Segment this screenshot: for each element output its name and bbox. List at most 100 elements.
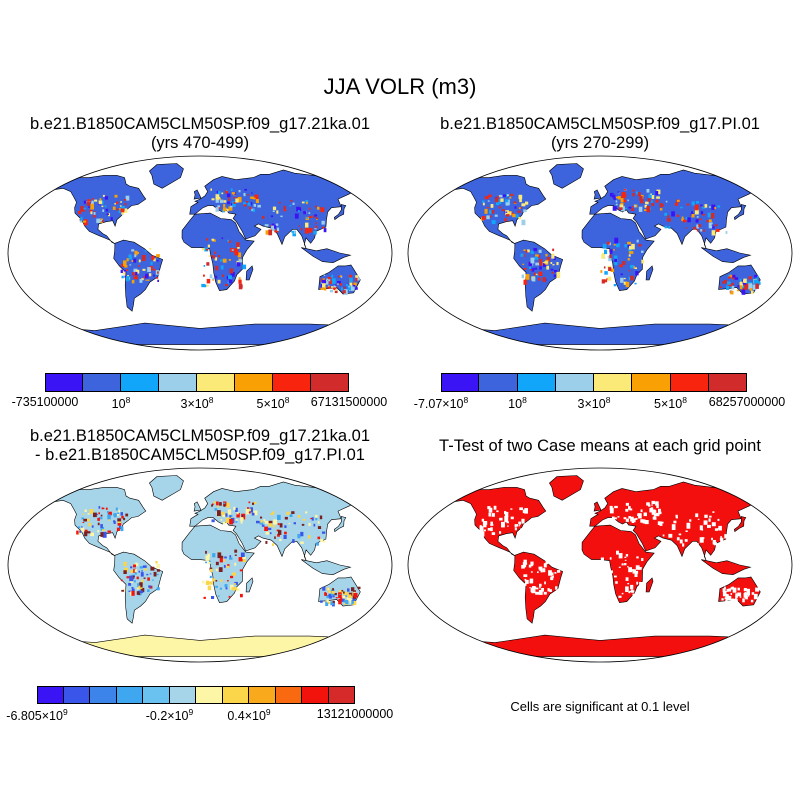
grid-cell-speckle (96, 218, 101, 224)
grid-cell-speckle (624, 556, 627, 558)
grid-cell-speckle (340, 287, 344, 291)
grid-cell-speckle (231, 587, 235, 591)
grid-cell-speckle (234, 581, 238, 585)
grid-cell-speckle (84, 531, 88, 537)
grid-cell-speckle (308, 207, 311, 210)
colorbar-case2: -7.07×108 108 3×108 5×108 68257000000 (414, 373, 785, 411)
grid-cell-speckle (269, 532, 272, 535)
grid-cell-speckle (628, 516, 631, 519)
grid-cell-speckle (523, 574, 528, 577)
grid-cell-speckle (206, 262, 210, 266)
grid-cell-speckle (145, 273, 149, 279)
grid-cell-speckle (607, 576, 611, 580)
grid-cell-speckle (114, 203, 117, 205)
grid-cell-speckle (521, 219, 526, 226)
grid-cell-speckle (751, 285, 754, 288)
grid-cell-speckle (230, 272, 235, 277)
grid-cell-speckle (550, 576, 554, 581)
grid-cell-speckle (655, 191, 659, 196)
grid-cell-speckle (147, 267, 151, 272)
grid-cell-speckle (489, 210, 492, 214)
grid-cell-speckle (230, 205, 233, 208)
grid-cell-speckle (251, 192, 253, 194)
grid-cell-speckle (343, 600, 347, 603)
grid-cell-speckle (88, 206, 91, 208)
grid-cell-speckle (527, 249, 530, 253)
grid-cell-speckle (217, 279, 221, 284)
grid-cell-speckle (136, 587, 139, 590)
grid-cell-speckle (535, 262, 539, 266)
grid-cell-speckle (214, 257, 218, 261)
grid-cell-speckle (134, 572, 137, 575)
grid-cell-speckle (116, 527, 120, 531)
grid-cell-speckle (221, 192, 224, 195)
grid-cell-speckle (681, 218, 685, 221)
grid-cell-speckle (97, 522, 100, 526)
grid-cell-speckle (272, 210, 275, 212)
grid-cell-speckle (96, 513, 98, 516)
grid-cell-speckle (494, 214, 498, 217)
grid-cell-speckle (249, 507, 253, 513)
panel3-title-line2: - b.e21.B1850CAM5CLM50SP.f09_g17.PI.01 (35, 446, 365, 464)
grid-cell-speckle (141, 579, 144, 584)
grid-cell-speckle (675, 202, 678, 206)
grid-cell-speckle (323, 287, 327, 291)
panel2-title-line2: (yrs 270-299) (550, 134, 650, 152)
grid-cell-speckle (332, 278, 336, 284)
grid-cell-speckle (130, 570, 134, 573)
grid-cell-speckle (502, 194, 507, 197)
grid-cell-speckle (632, 593, 637, 598)
grid-cell-speckle (490, 527, 493, 532)
map-panel-ttest (407, 467, 793, 663)
panel4-title-line1: T-Test of two Case means at each grid po… (439, 437, 761, 455)
grid-cell-speckle (271, 223, 275, 226)
grid-cell-speckle (222, 258, 227, 263)
grid-cell-speckle (343, 289, 348, 295)
grid-cell-speckle (720, 536, 722, 538)
grid-cell-speckle (739, 596, 742, 598)
grid-cell-speckle (322, 282, 326, 288)
grid-cell-speckle (696, 216, 699, 218)
grid-cell-speckle (301, 523, 305, 526)
grid-cell-speckle (134, 569, 137, 573)
grid-cell-speckle (552, 248, 555, 252)
colorbar-swatch (196, 686, 223, 704)
grid-cell-speckle (691, 201, 695, 206)
grid-cell-speckle (539, 266, 542, 270)
grid-cell-speckle (344, 595, 347, 597)
grid-cell-speckle (83, 220, 87, 223)
grid-cell-speckle (619, 204, 624, 208)
grid-cell-speckle (737, 587, 740, 591)
grid-cell-speckle (488, 507, 493, 513)
grid-cell-speckle (621, 191, 626, 197)
grid-cell-speckle (628, 270, 631, 272)
grid-cell-speckle (730, 290, 734, 295)
grid-cell-speckle (339, 283, 342, 286)
grid-cell-speckle (728, 588, 732, 592)
grid-cell-speckle (640, 199, 644, 204)
grid-cell-speckle (337, 281, 341, 284)
grid-cell-speckle (147, 279, 150, 281)
grid-cell-speckle (289, 514, 293, 517)
grid-cell-speckle (679, 539, 683, 544)
grid-cell-speckle (240, 285, 243, 288)
grid-cell-speckle (211, 504, 213, 507)
grid-cell-speckle (478, 532, 482, 535)
colorbar-case1: -735100000 108 3×108 5×108 67131500000 (12, 373, 387, 411)
grid-cell-speckle (331, 591, 335, 594)
grid-cell-speckle (532, 277, 536, 282)
grid-cell-speckle (114, 194, 118, 198)
panel1-title: b.e21.B1850CAM5CLM50SP.f09_g17.21ka.01 (… (0, 115, 400, 153)
grid-cell-speckle (632, 193, 635, 197)
grid-cell-speckle (247, 194, 250, 196)
grid-cell-speckle (547, 588, 550, 592)
grid-cell-speckle (614, 517, 617, 520)
grid-cell-speckle (107, 530, 111, 533)
grid-cell-speckle (108, 511, 112, 516)
grid-cell-speckle (124, 202, 127, 206)
grid-cell-speckle (153, 571, 157, 577)
grid-cell-speckle (507, 525, 509, 527)
grid-cell-speckle (727, 602, 731, 605)
grid-cell-speckle (152, 579, 154, 581)
colorbar-swatch (63, 686, 90, 704)
